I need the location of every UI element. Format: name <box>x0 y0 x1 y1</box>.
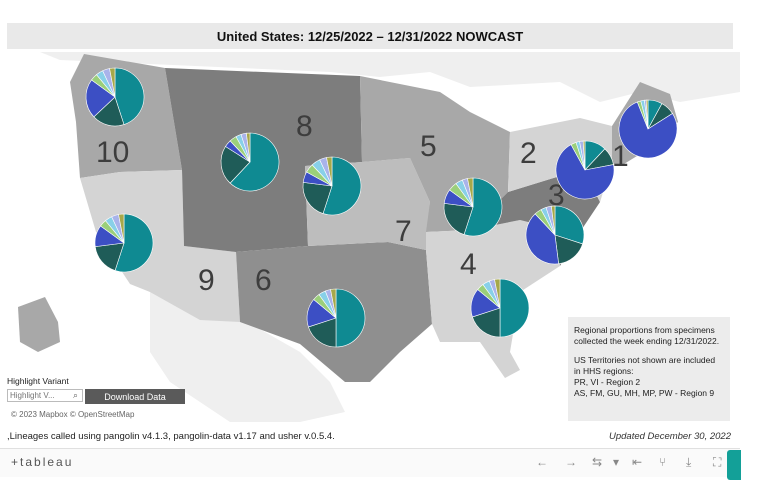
pie-slice[interactable] <box>229 132 280 192</box>
pie-slice[interactable] <box>322 156 362 216</box>
pie-slice[interactable] <box>246 132 251 163</box>
download-data-button[interactable]: Download Data <box>85 389 185 404</box>
pie-slice[interactable] <box>85 79 116 118</box>
pie-slice[interactable] <box>554 205 585 245</box>
pause-icon[interactable]: ⇤ <box>632 455 643 469</box>
pie-slice[interactable] <box>114 67 145 125</box>
page-title: United States: 12/25/2022 – 12/31/2022 N… <box>216 28 524 44</box>
pie-slice[interactable] <box>645 99 649 130</box>
download-icon[interactable]: ⤓ <box>686 455 692 469</box>
region-label: 5 <box>420 130 437 163</box>
pie-slice[interactable] <box>330 288 337 319</box>
redo-icon[interactable]: → <box>565 455 577 469</box>
pie-slice[interactable] <box>326 156 333 187</box>
note-line: PR, VI - Region 2 <box>574 377 641 387</box>
updated-date: Updated December 30, 2022 <box>609 431 731 442</box>
highlight-variant-label: Highlight Variant <box>7 376 69 386</box>
note-line: AS, FM, GU, MH, MP, PW - Region 9 <box>574 388 715 398</box>
region-label: 4 <box>460 248 477 281</box>
refresh-icon[interactable]: ▾ <box>613 455 620 469</box>
map-attribution[interactable]: © 2023 Mapbox © OpenStreetMap <box>11 410 135 419</box>
region-9[interactable] <box>80 170 240 322</box>
region-pie-chart[interactable] <box>470 278 530 338</box>
pie-slice[interactable] <box>618 101 678 159</box>
pie-slice[interactable] <box>302 182 333 214</box>
pie-slice[interactable] <box>494 278 501 309</box>
pie-slice[interactable] <box>472 307 501 338</box>
pie-slice[interactable] <box>308 317 337 348</box>
region-pie-chart[interactable] <box>220 132 280 192</box>
title-bar: United States: 12/25/2022 – 12/31/2022 N… <box>7 23 733 49</box>
region-pie-chart[interactable] <box>306 288 366 348</box>
alaska <box>18 297 60 352</box>
region-pie-chart[interactable] <box>555 140 615 200</box>
lineage-note: ,Lineages called using pangolin v4.1.3, … <box>7 431 335 442</box>
region-pie-chart[interactable] <box>302 156 362 216</box>
region-label: 1 <box>612 140 629 173</box>
region-pie-chart[interactable] <box>525 205 585 265</box>
undo-icon[interactable]: ← <box>536 455 548 469</box>
pie-slice[interactable] <box>109 67 116 98</box>
pie-slice[interactable] <box>118 213 125 244</box>
pie-slice[interactable] <box>114 213 154 273</box>
pie-slice[interactable] <box>335 288 366 348</box>
tableau-toolbar: +tableau ← → ⇆ ▾ ⇤ ⑂ ⤓ ⛶ <box>0 448 740 477</box>
pie-slice[interactable] <box>467 177 474 208</box>
pie-slice[interactable] <box>463 177 503 237</box>
pie-slice[interactable] <box>525 213 559 265</box>
region-label: 9 <box>198 264 215 297</box>
highlight-variant-input[interactable] <box>7 389 83 402</box>
revert-icon[interactable]: ⇆ <box>592 455 603 469</box>
region-label: 6 <box>255 264 272 297</box>
region-label: 8 <box>296 110 313 143</box>
regional-note: Regional proportions from specimens coll… <box>568 317 730 421</box>
region-pie-chart[interactable] <box>85 67 145 127</box>
pie-slice[interactable] <box>220 146 251 184</box>
region-pie-chart[interactable] <box>94 213 154 273</box>
pie-slice[interactable] <box>443 203 474 235</box>
side-panel-tab[interactable] <box>727 450 741 480</box>
region-label: 7 <box>395 215 412 248</box>
region-label: 3 <box>548 179 565 212</box>
pie-slice[interactable] <box>555 144 615 200</box>
region-label: 10 <box>96 136 129 169</box>
pie-slice[interactable] <box>582 140 586 171</box>
region-pie-chart[interactable] <box>618 99 678 159</box>
share-icon[interactable]: ⑂ <box>659 455 667 469</box>
fullscreen-icon[interactable]: ⛶ <box>713 455 722 469</box>
pie-slice[interactable] <box>551 205 556 236</box>
us-map[interactable]: 1 2 3 4 5 6 7 8 9 10 <box>0 52 740 422</box>
tableau-logo-icon[interactable]: +tableau <box>11 455 74 469</box>
search-icon: ⌕ <box>73 390 79 400</box>
region-label: 2 <box>520 137 537 170</box>
pie-slice[interactable] <box>499 278 530 338</box>
note-line: US Territories not shown are included in… <box>574 355 716 376</box>
note-line: Regional proportions from specimens coll… <box>574 325 720 346</box>
region-pie-chart[interactable] <box>443 177 503 237</box>
